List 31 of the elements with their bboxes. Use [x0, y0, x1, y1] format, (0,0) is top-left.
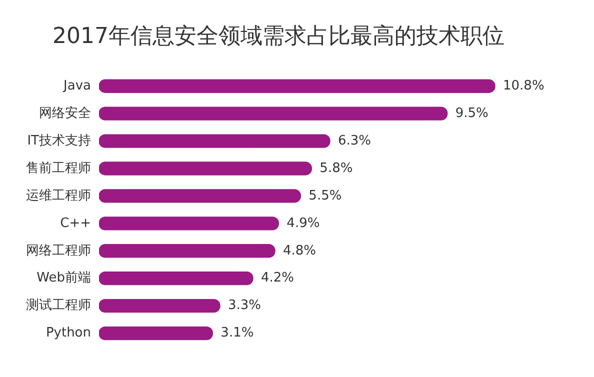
data-label: 9.5%: [455, 106, 488, 121]
y-tick-label: 网络安全: [39, 104, 91, 121]
bar: [99, 106, 448, 120]
data-label: 10.8%: [503, 78, 544, 94]
y-tick-label: Web前端: [36, 270, 91, 286]
y-tick-label: 测试工程师: [26, 298, 91, 314]
bar: [99, 134, 330, 148]
y-tick-label: Java: [62, 78, 91, 94]
data-label: 6.3%: [338, 133, 372, 148]
data-label: 4.9%: [286, 216, 320, 231]
bar: [99, 272, 254, 286]
bar: [99, 162, 312, 176]
y-tick-label: 网络工程师: [26, 243, 91, 258]
chart-title: 2017年信息安全领域需求占比最高的技术职位: [52, 24, 504, 49]
data-label: 4.8%: [283, 243, 316, 258]
y-tick-label: C++: [60, 216, 91, 231]
y-tick-label: Python: [46, 326, 91, 341]
y-tick-label: IT技术支持: [27, 133, 91, 148]
y-tick-label: 售前工程师: [26, 160, 91, 176]
data-label: 4.2%: [261, 270, 294, 286]
bar: [99, 189, 301, 203]
bar: [99, 326, 213, 340]
bar: [99, 79, 496, 93]
y-tick-label: 运维工程师: [26, 188, 91, 204]
bar: [99, 298, 220, 313]
data-label: 5.8%: [320, 160, 353, 176]
bar: [99, 216, 279, 230]
bar: [99, 244, 276, 258]
data-label: 3.3%: [228, 298, 262, 314]
data-label: 3.1%: [220, 326, 254, 341]
data-label: 5.5%: [308, 188, 342, 204]
